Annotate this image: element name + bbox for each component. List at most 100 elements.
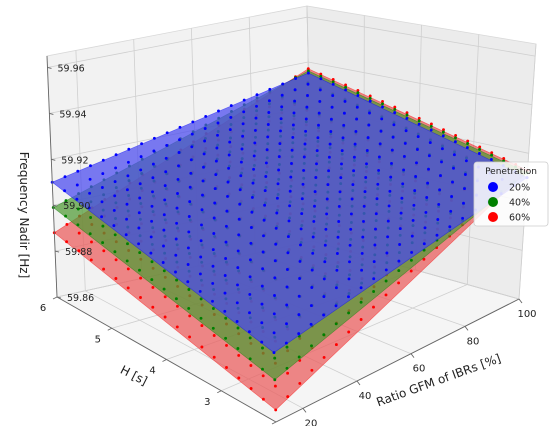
data-point [165,143,169,147]
data-point [248,336,252,340]
data-point [250,195,254,199]
data-point [280,105,284,109]
data-point [347,295,350,299]
data-point [384,293,388,297]
data-point [266,123,270,126]
data-point [368,96,372,100]
data-point [187,215,191,218]
data-point [300,197,304,201]
data-point [291,135,295,139]
legend-label-40%: 40% [509,198,530,209]
data-point [89,164,92,168]
data-point [241,122,245,126]
data-point [225,343,228,347]
data-point [415,148,419,151]
data-point [285,268,289,271]
data-point [398,243,402,246]
data-point [374,227,377,231]
data-point [273,276,277,280]
data-point [349,212,353,216]
y-tick-mark [217,390,222,394]
data-point [299,243,302,247]
data-point [384,268,388,272]
data-point [306,94,309,97]
data-point [264,161,268,165]
data-point [294,77,298,80]
data-point [64,214,68,218]
data-point [329,130,333,133]
data-point [450,195,454,198]
data-point [138,268,141,272]
z-tick-label: 59.88 [65,247,92,258]
data-point [150,260,154,264]
data-point [372,305,375,309]
data-point [226,180,230,184]
data-point [204,114,208,118]
data-point [249,364,253,367]
data-point [390,148,394,152]
data-point [387,204,391,208]
data-point [381,102,384,106]
data-point [164,156,168,160]
data-point [212,334,216,337]
z-tick-mark [49,112,54,115]
data-point [322,313,326,317]
data-point [248,275,252,279]
data-point [149,235,153,239]
legend-marker-20% [488,182,498,192]
data-point [113,180,117,184]
data-point [319,77,323,81]
data-point [356,89,360,92]
data-point [152,149,156,153]
legend: Penetration 20% 40% 60% [473,161,549,227]
data-point [322,295,326,299]
data-point [162,269,166,273]
axes: 204060801002345659.8659.8859.9059.9259.9… [40,55,537,426]
data-point [280,93,284,97]
data-point [384,279,388,283]
data-point [88,232,92,236]
data-point [189,171,193,175]
data-point [139,155,143,159]
data-point [186,280,190,284]
data-point [101,241,105,245]
data-point [429,128,433,132]
x-tick-mark [302,408,307,413]
data-point [186,263,190,266]
data-point [201,193,204,197]
data-point [311,251,315,255]
data-point [279,129,282,133]
data-point [293,88,297,92]
data-point [297,355,301,359]
data-point [241,134,245,138]
z-tick-label: 59.96 [58,64,85,75]
data-point [138,251,142,255]
data-point [287,219,291,223]
data-point [310,268,314,272]
data-point [410,250,414,254]
data-point [439,174,442,178]
data-point [114,277,118,280]
y-tick-mark [162,359,167,362]
data-point [151,162,155,166]
data-point [211,326,215,330]
data-point [454,133,458,137]
data-point [314,176,318,179]
data-point [76,169,80,173]
data-point [354,129,358,133]
data-point [151,176,155,180]
data-point [224,240,228,244]
z-tick-mark [47,67,52,69]
data-point [490,153,494,157]
data-point [298,259,302,263]
data-point [381,100,384,103]
data-point [151,190,154,194]
data-point [260,340,264,344]
data-point [319,72,323,76]
data-point [164,170,168,174]
data-point [461,216,465,220]
x-axis-line [275,298,520,423]
data-point [359,318,363,321]
data-point [284,341,288,345]
data-point [298,277,302,280]
